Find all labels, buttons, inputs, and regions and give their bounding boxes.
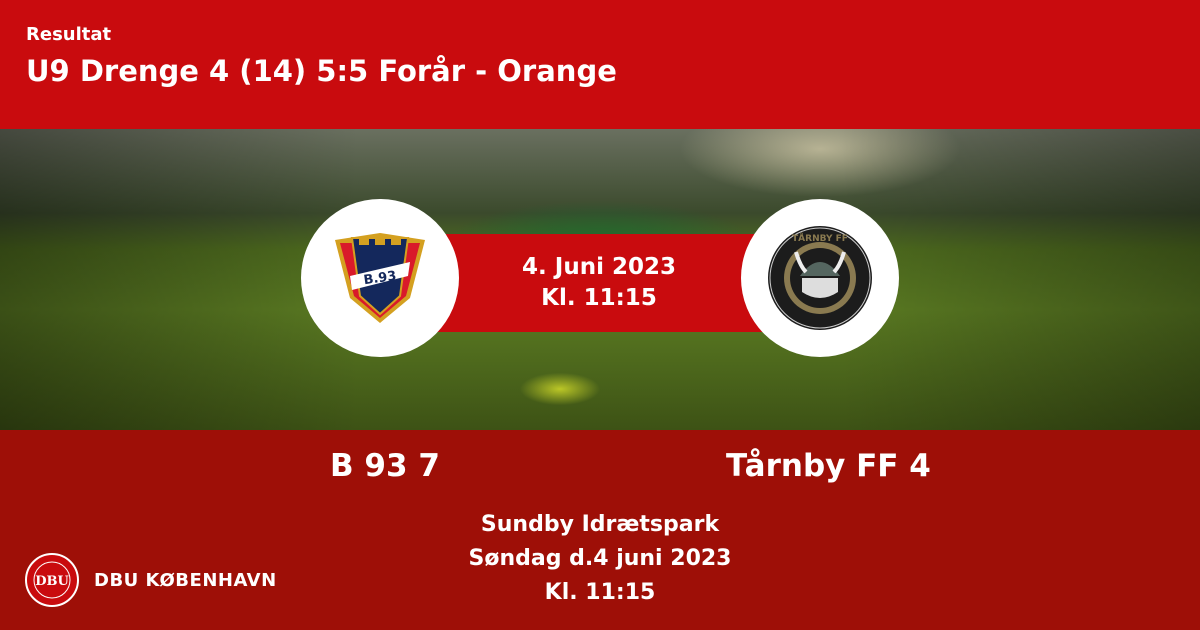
page-title: U9 Drenge 4 (14) 5:5 Forår - Orange bbox=[26, 54, 617, 88]
away-team-logo: TÅRNBY FF bbox=[741, 199, 899, 357]
dbu-brand: DBU DBU KØBENHAVN bbox=[24, 552, 277, 608]
match-date: 4. Juni 2023 bbox=[522, 254, 676, 280]
away-team-score: Tårnby FF 4 bbox=[726, 448, 931, 484]
home-team-logo: B.93 bbox=[301, 199, 459, 357]
home-team-score: B 93 7 bbox=[330, 448, 440, 484]
venue-time: Kl. 11:15 bbox=[544, 580, 656, 605]
svg-text:TÅRNBY FF: TÅRNBY FF bbox=[792, 233, 848, 244]
svg-text:DBU: DBU bbox=[35, 574, 69, 589]
kicker: Resultat bbox=[26, 24, 112, 45]
match-time: Kl. 11:15 bbox=[541, 285, 657, 311]
venue-info: Sundby Idrætspark Søndag d.4 juni 2023 K… bbox=[400, 508, 800, 610]
venue-date: Søndag d.4 juni 2023 bbox=[468, 546, 732, 571]
svg-text:B.93: B.93 bbox=[363, 269, 398, 288]
venue-name: Sundby Idrætspark bbox=[480, 512, 720, 537]
header: Resultat U9 Drenge 4 (14) 5:5 Forår - Or… bbox=[0, 0, 1200, 129]
brand-name: DBU KØBENHAVN bbox=[94, 569, 277, 591]
dbu-seal-icon: DBU bbox=[25, 553, 79, 607]
match-datetime-banner: 4. Juni 2023 Kl. 11:15 bbox=[434, 234, 764, 332]
